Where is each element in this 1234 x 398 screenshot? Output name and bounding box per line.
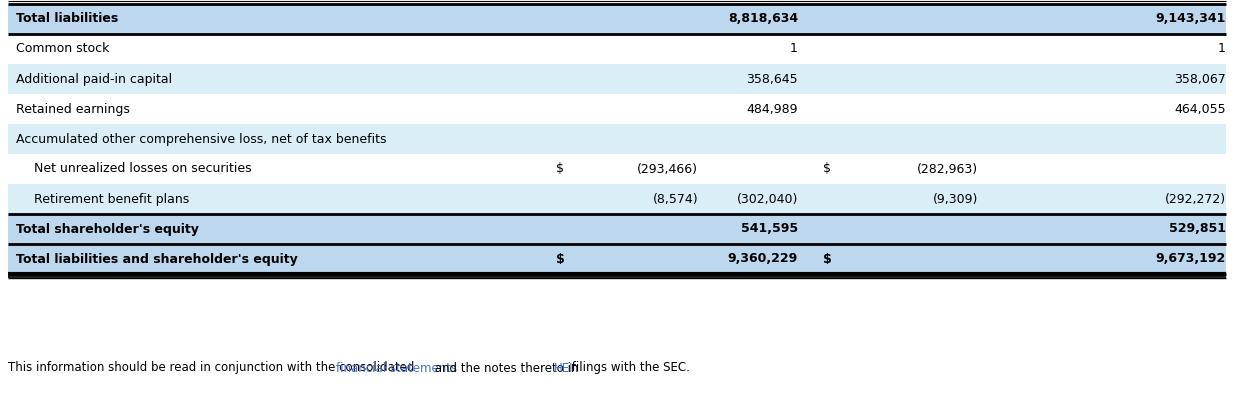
Text: Additional paid-in capital: Additional paid-in capital [16,72,172,86]
Text: This information should be read in conjunction with the consolidated: This information should be read in conju… [7,361,418,375]
Bar [7,4,1227,34]
Text: filings with the SEC.: filings with the SEC. [569,361,690,375]
Text: 358,067: 358,067 [1175,72,1227,86]
Text: 1: 1 [790,43,798,55]
Bar [7,94,1227,124]
Text: Total liabilities and shareholder's equity: Total liabilities and shareholder's equi… [16,252,297,265]
Bar [7,154,1227,184]
Text: Common stock: Common stock [16,43,110,55]
Text: 9,360,229: 9,360,229 [728,252,798,265]
Text: 484,989: 484,989 [747,103,798,115]
Text: and the notes thereto in: and the notes thereto in [431,361,582,375]
Bar [7,34,1227,64]
Text: 529,851: 529,851 [1169,222,1227,236]
Text: financial statements: financial statements [336,361,457,375]
Text: (292,272): (292,272) [1165,193,1227,205]
Text: Total shareholder's equity: Total shareholder's equity [16,222,199,236]
Text: 358,645: 358,645 [747,72,798,86]
Text: $: $ [823,252,832,265]
Text: 1: 1 [1218,43,1227,55]
Text: (293,466): (293,466) [637,162,698,176]
Text: 541,595: 541,595 [740,222,798,236]
Text: $: $ [557,252,565,265]
Text: (282,963): (282,963) [917,162,979,176]
Text: Retained earnings: Retained earnings [16,103,130,115]
Text: (8,574): (8,574) [653,193,698,205]
Bar [7,64,1227,94]
Text: (302,040): (302,040) [737,193,798,205]
Text: 9,143,341: 9,143,341 [1155,12,1227,25]
Text: Retirement benefit plans: Retirement benefit plans [35,193,189,205]
Text: 9,673,192: 9,673,192 [1156,252,1227,265]
Text: $: $ [823,162,830,176]
Bar [7,184,1227,214]
Bar [7,214,1227,244]
Text: $: $ [557,162,564,176]
Text: (9,309): (9,309) [933,193,979,205]
Text: HEI: HEI [554,361,574,375]
Text: Net unrealized losses on securities: Net unrealized losses on securities [35,162,252,176]
Text: 8,818,634: 8,818,634 [728,12,798,25]
Text: 464,055: 464,055 [1175,103,1227,115]
Text: Total liabilities: Total liabilities [16,12,118,25]
Bar [7,124,1227,154]
Text: Accumulated other comprehensive loss, net of tax benefits: Accumulated other comprehensive loss, ne… [16,133,386,146]
Bar [7,244,1227,274]
